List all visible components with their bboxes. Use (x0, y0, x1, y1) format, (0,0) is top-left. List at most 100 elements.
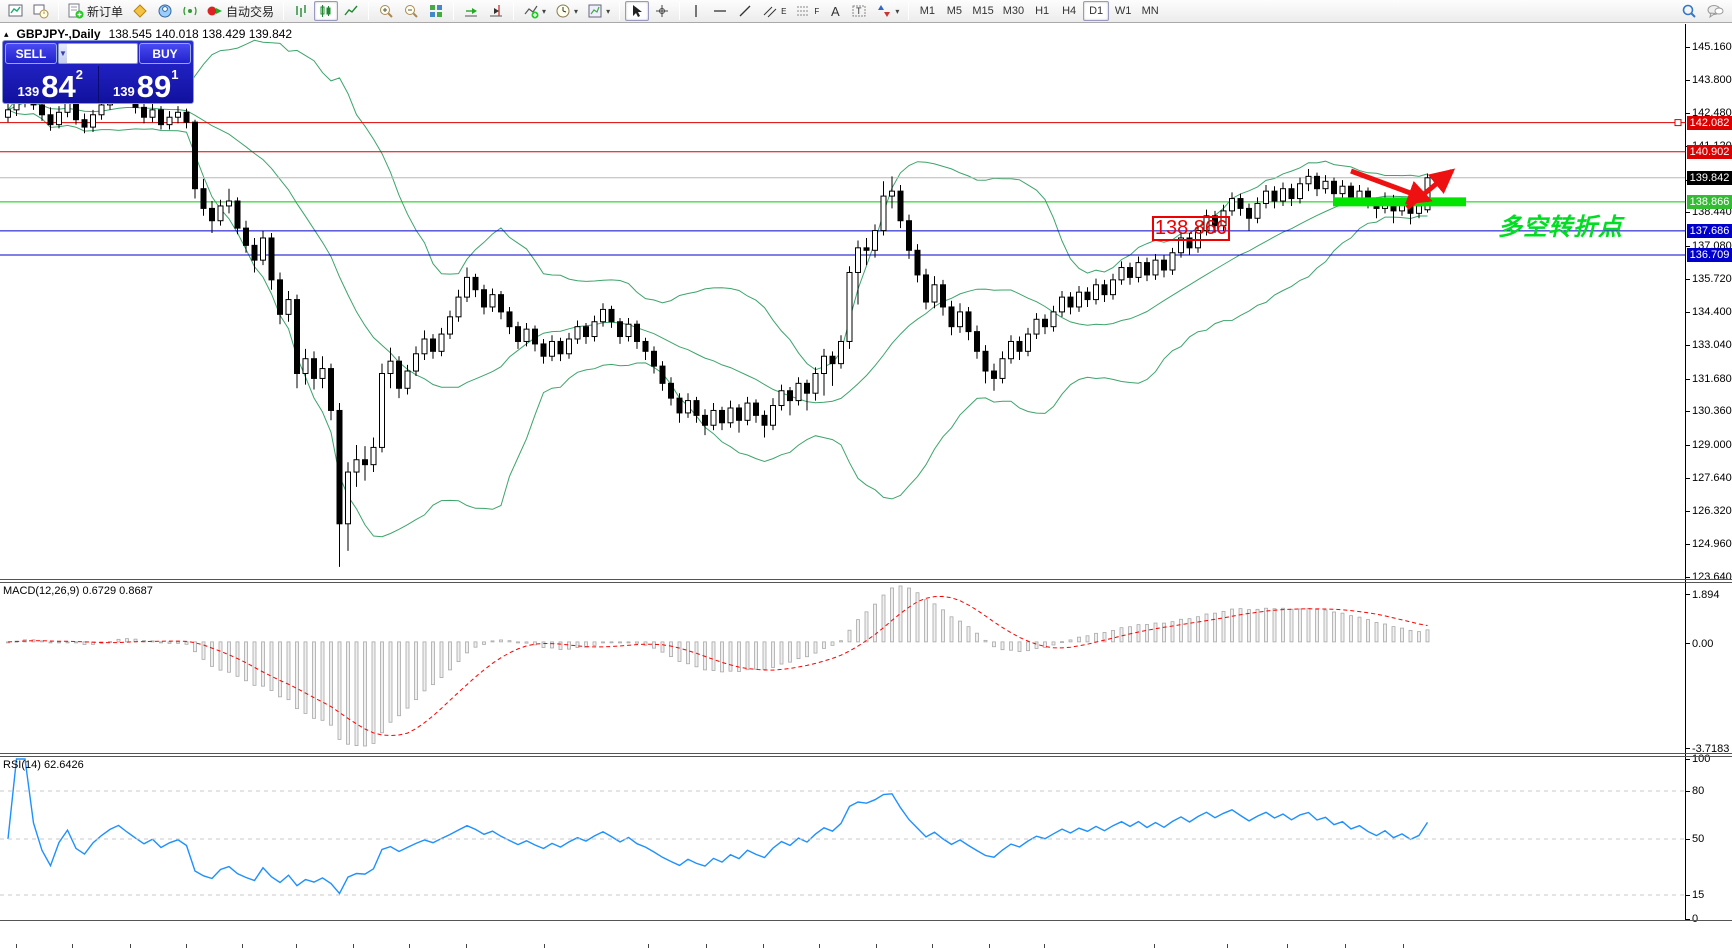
chart-canvas[interactable] (0, 24, 1686, 948)
trend-arrow-1[interactable] (1350, 168, 1433, 205)
toolbar-separator (368, 2, 370, 20)
timeframe-m30[interactable]: M30 (1002, 5, 1025, 17)
timeframe-mn[interactable]: MN (1141, 5, 1159, 17)
macd-bar (660, 641, 665, 653)
candle-body (880, 195, 887, 232)
channel-tool-icon[interactable]: E (758, 1, 790, 21)
chart-shift-icon[interactable] (484, 1, 508, 21)
candle-body (5, 109, 11, 118)
candle-body (1297, 183, 1303, 200)
auto-scroll-icon[interactable] (459, 1, 483, 21)
text-tool-icon[interactable]: A (830, 3, 840, 19)
tile-windows-icon[interactable] (424, 1, 448, 21)
macd-bar (1034, 641, 1039, 649)
macd-bar (116, 638, 121, 643)
panel-separator[interactable] (0, 753, 1732, 754)
label-tool-icon[interactable]: T (847, 1, 871, 21)
candle-body (693, 400, 700, 416)
zoom-in-icon[interactable] (374, 1, 398, 21)
macd-bar (839, 640, 843, 643)
timeframe-d1[interactable]: D1 (1083, 1, 1110, 21)
macd-tick-dash (1685, 643, 1690, 644)
candle-body (1288, 188, 1295, 200)
candle-body (217, 205, 224, 222)
macd-bar (184, 641, 189, 645)
candle-body (829, 355, 836, 365)
crosshair-tool-icon[interactable] (650, 1, 674, 21)
sell-price-pip: 2 (75, 67, 83, 82)
candle-body (336, 409, 343, 525)
zoom-out-icon[interactable] (399, 1, 423, 21)
candle-chart-type-icon[interactable] (314, 1, 339, 21)
timeframe-m15[interactable]: M15 (972, 5, 994, 17)
arrows-tool-icon[interactable]: ▾ (872, 1, 903, 21)
sell-button[interactable]: SELL (5, 43, 57, 64)
candle-body (47, 114, 54, 126)
trendline-tool-icon[interactable] (733, 1, 757, 21)
timeframe-h1[interactable]: H1 (1035, 5, 1050, 17)
timeframe-m1[interactable]: M1 (919, 5, 935, 17)
price-note-138866[interactable]: 138.866 (1152, 216, 1230, 241)
turning-point-highlight[interactable] (1333, 197, 1466, 207)
templates-icon[interactable]: ▾ (583, 1, 614, 21)
buy-price[interactable]: 139 89 1 (99, 66, 194, 103)
candle-body (1127, 267, 1133, 278)
bollinger-upper (7, 39, 1428, 371)
collapse-toggle-icon[interactable]: ▴ (4, 28, 9, 39)
market-icon[interactable] (128, 1, 152, 21)
periods-icon[interactable]: ▾ (551, 1, 582, 21)
bar-chart-type-icon[interactable] (289, 1, 313, 21)
vline-tool-icon[interactable] (685, 1, 707, 21)
candle-body (906, 220, 912, 251)
profiles-icon[interactable] (29, 1, 53, 21)
candle-body (1263, 190, 1269, 204)
indicators-icon[interactable]: ▾ (519, 1, 550, 21)
macd-bar (1009, 641, 1013, 651)
timeframe-w1[interactable]: W1 (1114, 5, 1132, 17)
candle-body (277, 279, 283, 315)
macd-bar (1162, 622, 1166, 643)
macd-bar (439, 641, 444, 678)
candle-body (234, 200, 241, 229)
macd-tick-dash (1685, 594, 1690, 595)
macd-bar (473, 641, 478, 648)
timeframe-m5[interactable]: M5 (946, 5, 962, 17)
fibonacci-tool-icon[interactable]: F (791, 1, 823, 21)
candle-body (795, 382, 802, 402)
turning-point-note[interactable]: 多空转折点 (1498, 214, 1623, 241)
macd-bar (958, 620, 962, 643)
candle-body (243, 227, 249, 246)
data-window-icon[interactable] (153, 1, 177, 21)
price-tick-dash (1685, 80, 1690, 82)
panel-separator[interactable] (0, 579, 1732, 580)
chat-icon[interactable] (1702, 1, 1728, 21)
price-tick-dash (1685, 577, 1690, 579)
macd-bar (346, 641, 350, 745)
timeframe-h4[interactable]: H4 (1062, 5, 1077, 17)
volume-down-button[interactable]: ▼ (59, 44, 67, 63)
symbol-period-label: GBPJPY-,Daily (16, 27, 101, 41)
autotrading-button[interactable]: 自动交易 (203, 1, 278, 21)
line-chart-type-icon[interactable] (339, 1, 363, 21)
macd-bar (856, 619, 860, 643)
new-order-button[interactable]: 新订单 (64, 1, 127, 21)
buy-button[interactable]: BUY (139, 43, 191, 64)
price-tick-dash (1685, 444, 1690, 446)
price-tick-label: 135.720 (1692, 273, 1732, 286)
macd-bar (312, 641, 316, 719)
new-chart-icon[interactable] (4, 1, 28, 21)
hline-tool-icon[interactable] (708, 1, 732, 21)
price-tick-label: 126.320 (1692, 504, 1732, 517)
macd-axis-label: 1.894 (1692, 589, 1720, 601)
macd-bar (643, 641, 648, 646)
candle-body (183, 111, 190, 123)
search-icon[interactable] (1677, 1, 1701, 21)
sell-price[interactable]: 139 84 2 (3, 66, 99, 103)
candle-body (328, 368, 334, 411)
signals-icon[interactable] (178, 1, 202, 21)
trend-arrow-2[interactable] (1405, 168, 1456, 210)
cursor-tool-icon[interactable] (625, 1, 650, 21)
macd-bar (422, 641, 427, 692)
chart-window[interactable]: 145.160143.800142.480141.120139.760138.4… (0, 24, 1732, 948)
volume-input[interactable] (66, 46, 137, 61)
